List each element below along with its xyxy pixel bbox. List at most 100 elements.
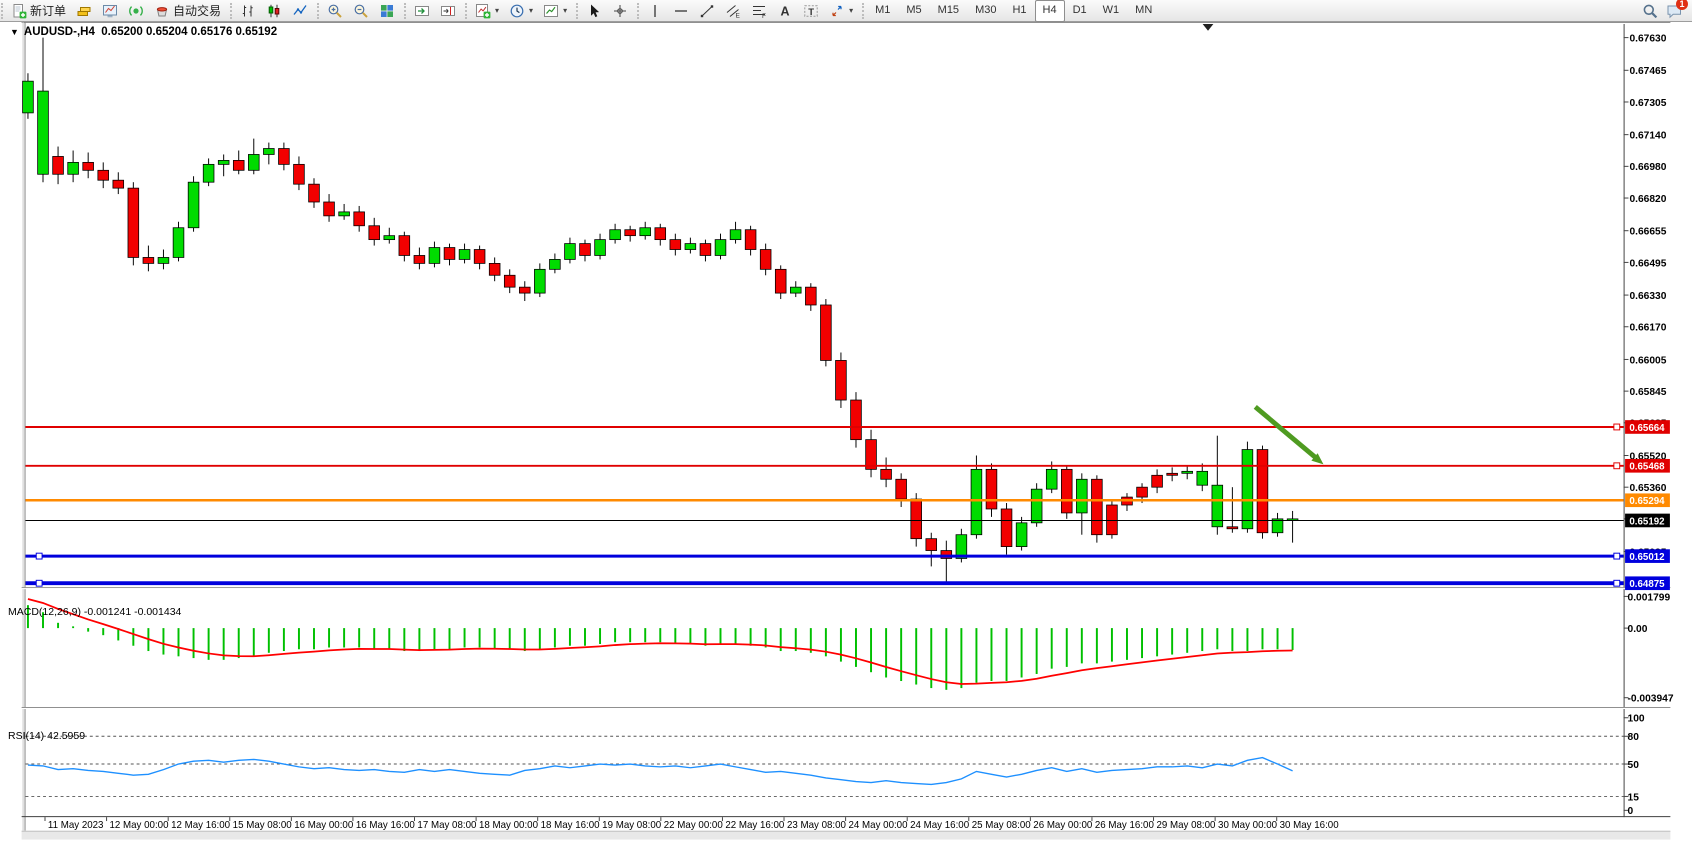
timeframe-h4[interactable]: H4 bbox=[1034, 0, 1065, 22]
svg-text:0.66820: 0.66820 bbox=[1629, 194, 1666, 205]
arrows-button[interactable]: ▾ bbox=[824, 0, 858, 22]
svg-text:T: T bbox=[808, 6, 814, 17]
candle bbox=[1091, 478, 1103, 536]
candle bbox=[308, 183, 320, 203]
signals-button[interactable] bbox=[123, 0, 149, 22]
candle bbox=[1061, 468, 1073, 514]
collapse-icon[interactable]: ▼ bbox=[10, 27, 19, 37]
cursor-button[interactable] bbox=[581, 0, 607, 22]
candle bbox=[1256, 449, 1269, 534]
chevron-down-icon[interactable]: ▾ bbox=[563, 6, 568, 15]
candle bbox=[127, 187, 140, 258]
vertical-line-button[interactable] bbox=[642, 0, 668, 22]
horizontal-line-button[interactable] bbox=[668, 0, 694, 22]
candle bbox=[22, 80, 34, 114]
timeframe-mn[interactable]: MN bbox=[1135, 3, 1153, 16]
candle bbox=[488, 262, 501, 276]
line-handle[interactable] bbox=[1613, 462, 1621, 470]
zoom-in-button[interactable] bbox=[322, 0, 348, 22]
svg-text:0.65845: 0.65845 bbox=[1629, 387, 1666, 398]
line-handle[interactable] bbox=[1613, 552, 1621, 560]
fibonacci-button[interactable]: F bbox=[746, 0, 772, 22]
svg-text:15: 15 bbox=[1628, 792, 1640, 803]
horizontal-lines[interactable] bbox=[25, 423, 1624, 587]
timeframe-d1[interactable]: D1 bbox=[1072, 3, 1087, 16]
svg-text:19 May 08:00: 19 May 08:00 bbox=[602, 820, 662, 831]
indicators-button[interactable]: ▾ bbox=[470, 0, 504, 22]
svg-text:80: 80 bbox=[1628, 732, 1640, 743]
candle bbox=[1196, 470, 1209, 486]
tile-windows-button[interactable] bbox=[374, 0, 400, 22]
timeframe-group: M1 M5 M15 M30 H1 H4 D1 W1 MN bbox=[861, 0, 1163, 22]
trend-arrow[interactable] bbox=[1253, 405, 1324, 465]
candle bbox=[1271, 518, 1284, 534]
search-icon[interactable] bbox=[1642, 3, 1658, 19]
chat-icon[interactable]: 1 bbox=[1666, 0, 1688, 19]
chart-canvas[interactable]: 0.67630 0.67465 0.67305 0.67140 0.66980 0.668… bbox=[0, 22, 1692, 861]
gold-icon bbox=[76, 3, 92, 19]
bar-chart-button[interactable] bbox=[235, 0, 261, 22]
symbol-period-label: AUDUSD-,H4 bbox=[23, 26, 95, 38]
chart-shift-button[interactable] bbox=[435, 0, 461, 22]
chevron-down-icon[interactable]: ▾ bbox=[849, 6, 854, 15]
line-handle[interactable] bbox=[1613, 579, 1621, 587]
timeframe-m5[interactable]: M5 bbox=[906, 3, 922, 16]
trendline-button[interactable] bbox=[694, 0, 720, 22]
svg-text:30 May 16:00: 30 May 16:00 bbox=[1280, 820, 1340, 831]
fibo-icon: F bbox=[751, 3, 767, 20]
timeframe-h1[interactable]: H1 bbox=[1012, 3, 1027, 16]
price-axis[interactable]: 0.67630 0.67465 0.67305 0.67140 0.66980 0.668… bbox=[1623, 34, 1667, 559]
chevron-down-icon[interactable]: ▾ bbox=[529, 6, 534, 15]
trend-icon bbox=[699, 3, 715, 19]
zoom-in-icon bbox=[327, 3, 343, 19]
macd-axis[interactable]: 0.001799 0.00 -0.003947 bbox=[1623, 592, 1674, 705]
candlestick-chart-button[interactable] bbox=[261, 0, 287, 22]
new-order-button[interactable]: 新订单 bbox=[6, 0, 71, 22]
candle bbox=[534, 268, 546, 294]
candle bbox=[669, 239, 682, 250]
metaeditor-button[interactable] bbox=[71, 0, 97, 22]
line-handle[interactable] bbox=[1613, 423, 1621, 431]
toolbar-right: 1 bbox=[1642, 0, 1692, 19]
candle bbox=[368, 225, 380, 241]
auto-scroll-button[interactable] bbox=[409, 0, 435, 22]
templates-button[interactable]: ▾ bbox=[538, 0, 572, 22]
timeframe-m1[interactable]: M1 bbox=[875, 3, 891, 16]
line-icon bbox=[292, 3, 308, 19]
equidistant-channel-button[interactable]: E bbox=[720, 0, 746, 22]
svg-text:18 May 00:00: 18 May 00:00 bbox=[479, 820, 539, 831]
template-icon bbox=[543, 3, 559, 19]
candle bbox=[67, 161, 79, 175]
timeframe-w1[interactable]: W1 bbox=[1102, 3, 1120, 16]
text-button[interactable]: A bbox=[772, 0, 798, 22]
timeframe-m30[interactable]: M30 bbox=[975, 3, 997, 16]
candle bbox=[1211, 484, 1224, 528]
line-chart-button[interactable] bbox=[287, 0, 313, 22]
price-labels: 0.65664 0.65468 0.65294 0.65192 0.65012 0.648… bbox=[1625, 420, 1670, 590]
candle bbox=[232, 160, 245, 171]
time-axis[interactable]: 11 May 2023 12 May 00:00 12 May 16:00 15 Ma… bbox=[44, 817, 1340, 831]
auto-trading-button[interactable]: 自动交易 bbox=[149, 0, 226, 22]
textA-icon: A bbox=[777, 3, 793, 19]
line-handle[interactable] bbox=[35, 552, 43, 560]
svg-text:-0.003947: -0.003947 bbox=[1628, 694, 1674, 705]
candle bbox=[1151, 474, 1163, 488]
rsi-pane bbox=[27, 756, 1293, 786]
candle bbox=[112, 179, 125, 189]
candle bbox=[1045, 468, 1058, 490]
svg-text:0.65012: 0.65012 bbox=[1629, 552, 1665, 563]
crosshair-button[interactable] bbox=[607, 0, 633, 22]
macd-indicator-label: MACD(12,26,9) -0.001241 -0.001434 bbox=[8, 606, 181, 618]
candle bbox=[97, 169, 109, 181]
svg-text:24 May 00:00: 24 May 00:00 bbox=[849, 820, 909, 831]
rsi-axis[interactable]: 100 80 50 15 0 bbox=[1623, 714, 1645, 818]
candle bbox=[1076, 478, 1088, 514]
line-handle[interactable] bbox=[35, 579, 43, 587]
chevron-down-icon[interactable]: ▾ bbox=[495, 6, 500, 15]
periods-button[interactable]: ▾ bbox=[504, 0, 538, 22]
market-watch-button[interactable] bbox=[97, 0, 123, 22]
timeframe-m15[interactable]: M15 bbox=[937, 3, 960, 16]
text-label-button[interactable]: T bbox=[798, 0, 824, 22]
zoom-out-button[interactable] bbox=[348, 0, 374, 22]
macd-values: -0.001241 -0.001434 bbox=[83, 606, 182, 618]
